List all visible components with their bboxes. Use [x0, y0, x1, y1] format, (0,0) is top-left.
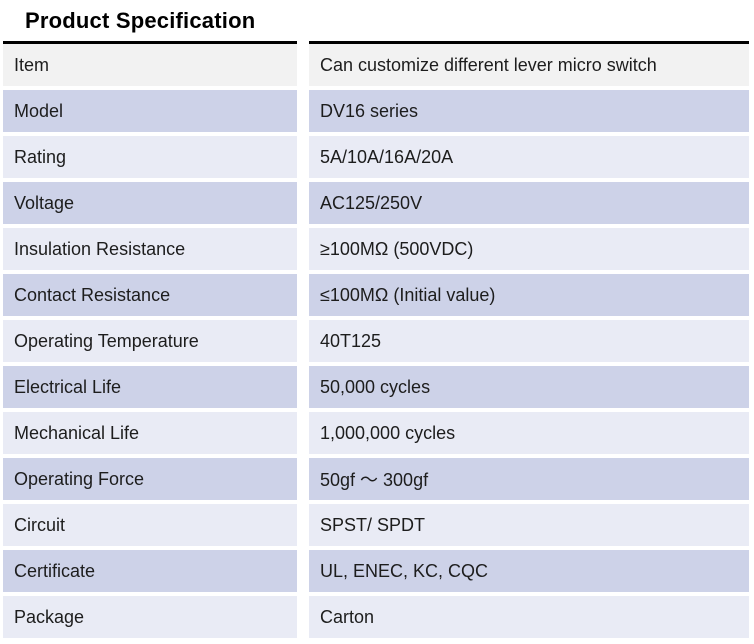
- spec-value-cell: ≤100MΩ (Initial value): [309, 274, 749, 316]
- spec-label-cell: Operating Force: [3, 458, 297, 500]
- spec-label-cell: Rating: [3, 136, 297, 178]
- spec-label-cell: Contact Resistance: [3, 274, 297, 316]
- spec-label-cell: Circuit: [3, 504, 297, 546]
- spec-label-cell: Mechanical Life: [3, 412, 297, 454]
- spec-label-cell: Model: [3, 90, 297, 132]
- spec-value-cell: ≥100MΩ (500VDC): [309, 228, 749, 270]
- spec-table: Item Can customize different lever micro …: [3, 41, 749, 638]
- spec-value-cell: 5A/10A/16A/20A: [309, 136, 749, 178]
- spec-value-cell: Can customize different lever micro swit…: [309, 41, 749, 86]
- spec-value-cell: SPST/ SPDT: [309, 504, 749, 546]
- page-title: Product Specification: [25, 8, 256, 33]
- spec-value-cell: UL, ENEC, KC, CQC: [309, 550, 749, 592]
- spec-label-cell: Electrical Life: [3, 366, 297, 408]
- spec-value-cell: DV16 series: [309, 90, 749, 132]
- spec-label-cell: Voltage: [3, 182, 297, 224]
- spec-value-cell: 1,000,000 cycles: [309, 412, 749, 454]
- spec-value-cell: 50gf ～ 300gf: [309, 458, 749, 500]
- spec-label-cell: Certificate: [3, 550, 297, 592]
- spec-label-cell: Item: [3, 41, 297, 86]
- spec-value-cell: 50,000 cycles: [309, 366, 749, 408]
- spec-value-cell: AC125/250V: [309, 182, 749, 224]
- spec-label-cell: Operating Temperature: [3, 320, 297, 362]
- spec-label-cell: Package: [3, 596, 297, 638]
- spec-value-cell: 40T125: [309, 320, 749, 362]
- spec-label-cell: Insulation Resistance: [3, 228, 297, 270]
- spec-value-cell: Carton: [309, 596, 749, 638]
